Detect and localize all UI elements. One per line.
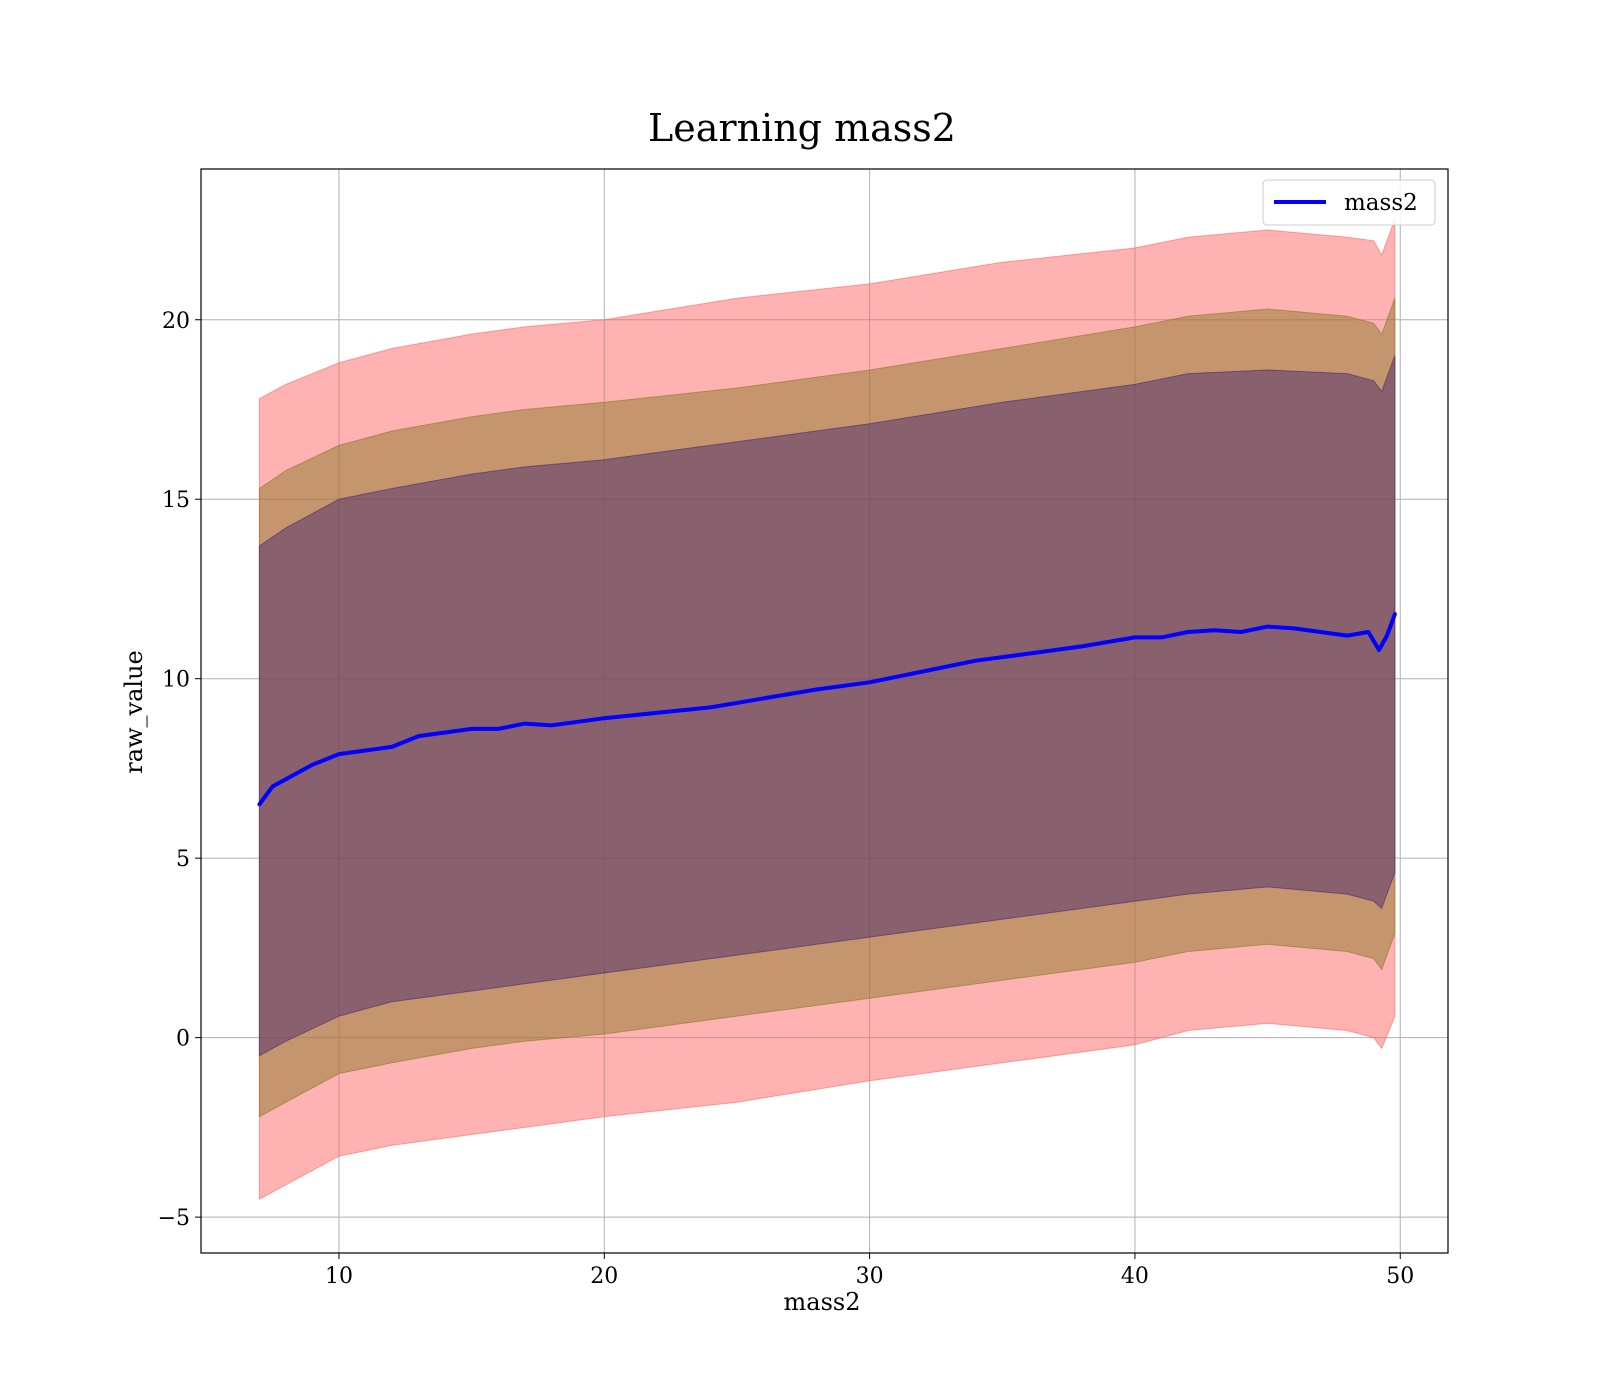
confidence-bands — [258, 219, 1396, 1201]
legend-box — [1262, 179, 1436, 226]
legend-label-mass2: mass2 — [1344, 190, 1418, 216]
chart-title: Learning mass2 — [648, 106, 956, 150]
y-tick-label: 0 — [176, 1027, 190, 1052]
band-2 — [258, 355, 1396, 1057]
x-tick-label: 30 — [856, 1264, 884, 1289]
x-axis-title: mass2 — [784, 1288, 861, 1316]
plot-frame — [200, 168, 1449, 1254]
x-tick-label: 10 — [325, 1264, 353, 1289]
y-tick-label: −5 — [158, 1206, 190, 1231]
y-tick-label: 20 — [162, 309, 190, 334]
x-tick-label: 50 — [1386, 1264, 1414, 1289]
y-axis-title: raw_value — [120, 650, 148, 774]
x-tick-label: 40 — [1121, 1264, 1149, 1289]
y-tick-label: 10 — [162, 668, 190, 693]
axis-ticks: 10 20 30 40 50 −5 0 5 10 15 20 — [158, 309, 1415, 1289]
y-tick-label: 15 — [162, 488, 190, 513]
y-tick-label: 5 — [176, 847, 190, 872]
legend: mass2 — [1262, 179, 1436, 226]
x-tick-label: 20 — [590, 1264, 618, 1289]
series-line-mass2 — [257, 612, 1397, 807]
series-lines — [257, 612, 1397, 807]
